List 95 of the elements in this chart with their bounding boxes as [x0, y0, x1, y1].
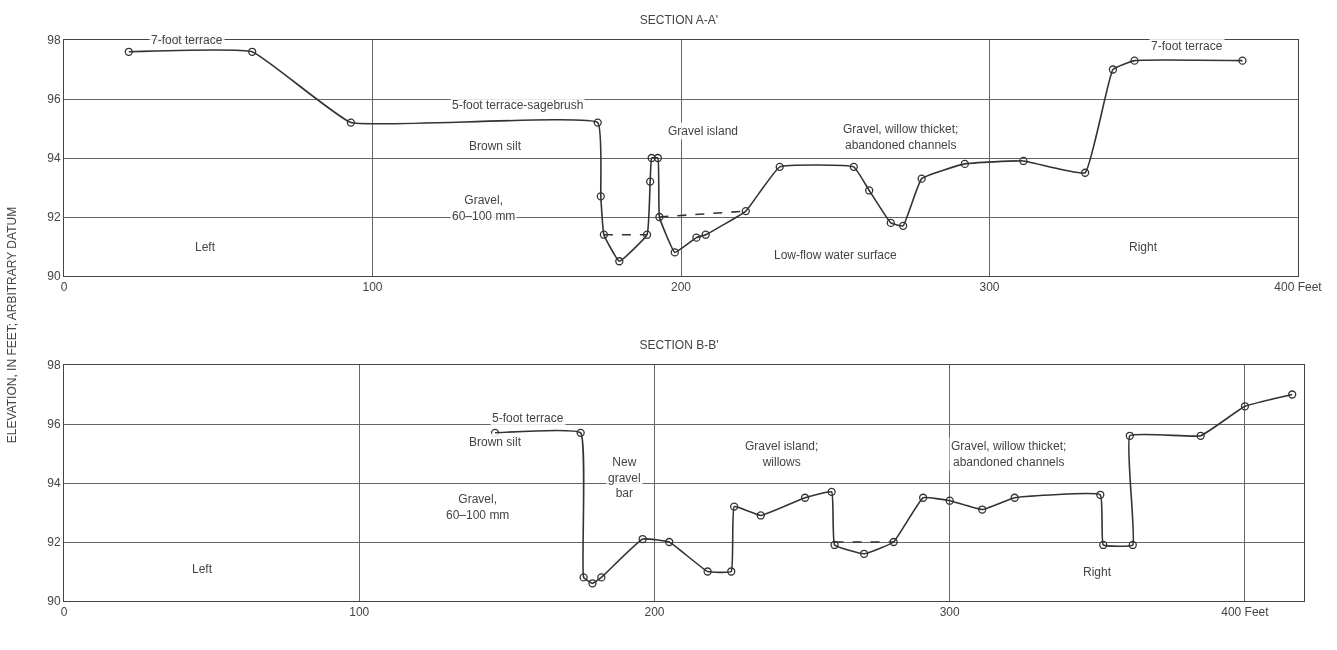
y-tick-label: 92: [47, 535, 61, 550]
point: [670, 248, 679, 257]
y-tick-label: 96: [47, 92, 61, 107]
annotation: Gravel, willow thicket; abandoned channels: [843, 122, 959, 152]
point: [945, 496, 954, 505]
annotation: 7-foot terrace: [151, 33, 223, 47]
point: [889, 537, 898, 547]
point: [665, 537, 674, 547]
point: [730, 502, 739, 511]
annotation: Right: [1083, 565, 1112, 579]
point: [1019, 156, 1028, 166]
annotation: Right: [1129, 240, 1158, 254]
x-tick-label: 100: [362, 280, 383, 295]
point: [978, 505, 987, 514]
y-tick-label: 92: [47, 210, 61, 225]
point: [1099, 540, 1108, 550]
point: [346, 118, 356, 127]
annotation: Low-flow water surface: [774, 248, 898, 262]
y-tick-label: 94: [47, 476, 61, 491]
point: [917, 174, 926, 183]
chart-title: SECTION A-A': [639, 13, 719, 28]
annotation: 5-foot terrace-sagebrush: [452, 98, 584, 112]
point: [849, 162, 858, 171]
point: [886, 218, 895, 228]
point: [1096, 490, 1105, 499]
annotation: Brown silt: [469, 139, 522, 153]
x-tick-label: 0: [60, 605, 68, 620]
point: [918, 493, 928, 502]
point: [597, 573, 606, 582]
y-tick-label: 90: [47, 269, 61, 284]
annotation: Left: [195, 240, 216, 254]
annotation: 5-foot terrace: [492, 411, 564, 425]
point: [701, 230, 710, 239]
point: [1108, 65, 1118, 74]
point: [775, 162, 784, 171]
y-tick-label: 94: [47, 151, 61, 166]
point: [703, 567, 712, 576]
point: [727, 567, 736, 576]
x-tick-label: 100: [349, 605, 370, 620]
point: [655, 212, 664, 222]
point: [646, 177, 655, 186]
x-tick-label: 300: [939, 605, 961, 620]
x-tick-label: 300: [979, 280, 1000, 295]
point: [1196, 431, 1205, 440]
annotation: Left: [192, 562, 213, 576]
point: [1288, 390, 1297, 399]
point: [248, 47, 257, 56]
point: [615, 257, 624, 266]
x-tick-label: 0: [60, 280, 68, 295]
point: [1080, 168, 1090, 177]
point: [642, 230, 652, 239]
point: [898, 221, 908, 230]
point: [865, 186, 874, 195]
chart-title: SECTION B-B': [639, 338, 719, 353]
point: [692, 233, 701, 242]
point: [1125, 431, 1134, 440]
point: [579, 573, 588, 582]
annotation: 7-foot terrace: [1151, 39, 1223, 53]
point: [124, 47, 133, 56]
annotation: New gravel bar: [608, 455, 641, 501]
y-tick-label: 98: [47, 33, 61, 48]
annotation: Gravel, 60–100 mm: [446, 492, 510, 522]
point: [576, 428, 585, 437]
point: [1128, 540, 1137, 550]
point: [599, 230, 609, 239]
y-axis-title: ELEVATION, IN FEET; ARBITRARY DATUM: [5, 206, 19, 444]
annotation: Gravel, willow thicket; abandoned channels: [951, 439, 1067, 469]
point: [596, 192, 605, 201]
annotation: Gravel island; willows: [745, 439, 819, 469]
point: [593, 118, 602, 127]
point: [653, 153, 663, 163]
point: [741, 206, 750, 216]
point: [830, 540, 839, 550]
x-tick-label: 200: [644, 605, 665, 620]
point: [756, 511, 765, 520]
point: [800, 493, 810, 502]
point: [1010, 493, 1019, 502]
point: [647, 153, 656, 163]
point: [1240, 402, 1250, 411]
y-tick-label: 96: [47, 417, 61, 432]
point: [859, 549, 869, 558]
point: [827, 487, 836, 496]
annotation: Gravel island: [668, 124, 739, 138]
y-tick-label: 90: [47, 594, 61, 609]
x-tick-label: 400 Feet: [1221, 605, 1270, 620]
point: [588, 579, 597, 588]
x-tick-label: 400 Feet: [1274, 280, 1323, 295]
annotation: Brown silt: [469, 435, 522, 449]
annotation: Gravel, 60–100 mm: [452, 193, 516, 223]
point: [1130, 56, 1139, 65]
point: [638, 534, 647, 544]
y-tick-label: 98: [47, 358, 61, 373]
point: [960, 159, 969, 169]
x-tick-label: 200: [670, 280, 692, 295]
point: [1238, 56, 1247, 65]
